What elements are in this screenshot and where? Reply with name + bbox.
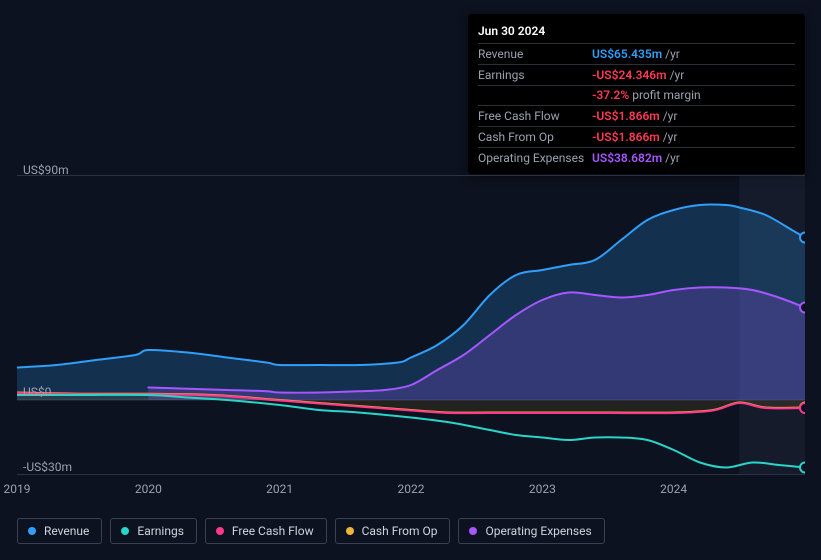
tooltip-row: RevenueUS$65.435m/yr: [478, 44, 795, 65]
legend-item-earnings[interactable]: Earnings: [110, 518, 197, 544]
tooltip-row-unit: /yr: [665, 151, 680, 165]
tooltip-row: Cash From Op-US$1.866m/yr: [478, 127, 795, 148]
x-axis-label: 2021: [266, 482, 293, 496]
tooltip-row-label: Revenue: [478, 47, 592, 61]
legend-dot-icon: [216, 527, 224, 535]
tooltip-row-unit: /yr: [665, 47, 680, 61]
tooltip-row: Earnings-US$24.346m/yr: [478, 65, 795, 86]
tooltip-row: Operating ExpensesUS$38.682m/yr: [478, 148, 795, 168]
x-axis-label: 2023: [529, 482, 556, 496]
x-axis-label: 2019: [4, 482, 31, 496]
legend-dot-icon: [28, 527, 36, 535]
tooltip-row-unit: /yr: [670, 68, 685, 82]
chart-tooltip: Jun 30 2024 RevenueUS$65.435m/yrEarnings…: [468, 14, 805, 174]
tooltip-subrow-unit: profit margin: [632, 88, 700, 102]
tooltip-row-unit: /yr: [663, 109, 678, 123]
legend-item-revenue[interactable]: Revenue: [17, 518, 102, 544]
tooltip-row-label: Earnings: [478, 68, 592, 82]
chart-svg: [17, 175, 805, 475]
x-axis-label: 2022: [398, 482, 425, 496]
tooltip-row: Free Cash Flow-US$1.866m/yr: [478, 106, 795, 127]
x-axis-label: 2020: [135, 482, 162, 496]
legend-item-free-cash-flow[interactable]: Free Cash Flow: [205, 518, 327, 544]
legend-item-operating-expenses[interactable]: Operating Expenses: [458, 518, 604, 544]
x-axis-label: 2024: [660, 482, 687, 496]
tooltip-date: Jun 30 2024: [478, 20, 795, 44]
tooltip-row-value: US$65.435m: [592, 47, 662, 61]
x-axis: 201920202021202220232024: [17, 482, 805, 500]
y-axis-label-min: -US$30m: [23, 460, 72, 474]
legend-item-label: Cash From Op: [362, 524, 438, 538]
legend-dot-icon: [346, 527, 354, 535]
tooltip-row-value: -US$1.866m: [592, 130, 660, 144]
tooltip-row-value: US$38.682m: [592, 151, 662, 165]
tooltip-row-unit: /yr: [663, 130, 678, 144]
tooltip-subrow-value: -37.2%: [592, 88, 629, 102]
legend-item-label: Earnings: [137, 524, 184, 538]
chart-legend: Revenue Earnings Free Cash Flow Cash From O…: [17, 518, 605, 544]
tooltip-row-label: Cash From Op: [478, 130, 592, 144]
tooltip-row-label: Operating Expenses: [478, 151, 592, 165]
tooltip-row-label: Free Cash Flow: [478, 109, 592, 123]
legend-item-label: Operating Expenses: [485, 524, 591, 538]
y-axis-label-zero: US$0: [23, 385, 51, 399]
legend-item-cash-from-op[interactable]: Cash From Op: [335, 518, 451, 544]
tooltip-row-value: -US$1.866m: [592, 109, 660, 123]
legend-item-label: Revenue: [44, 524, 89, 538]
legend-item-label: Free Cash Flow: [232, 524, 314, 538]
legend-dot-icon: [121, 527, 129, 535]
tooltip-subrow: -37.2%profit margin: [478, 86, 795, 106]
chart-plot-area: US$90m US$0 -US$30m: [17, 175, 805, 475]
y-axis-label-max: US$90m: [23, 163, 69, 177]
legend-dot-icon: [469, 527, 477, 535]
tooltip-row-value: -US$24.346m: [592, 68, 667, 82]
